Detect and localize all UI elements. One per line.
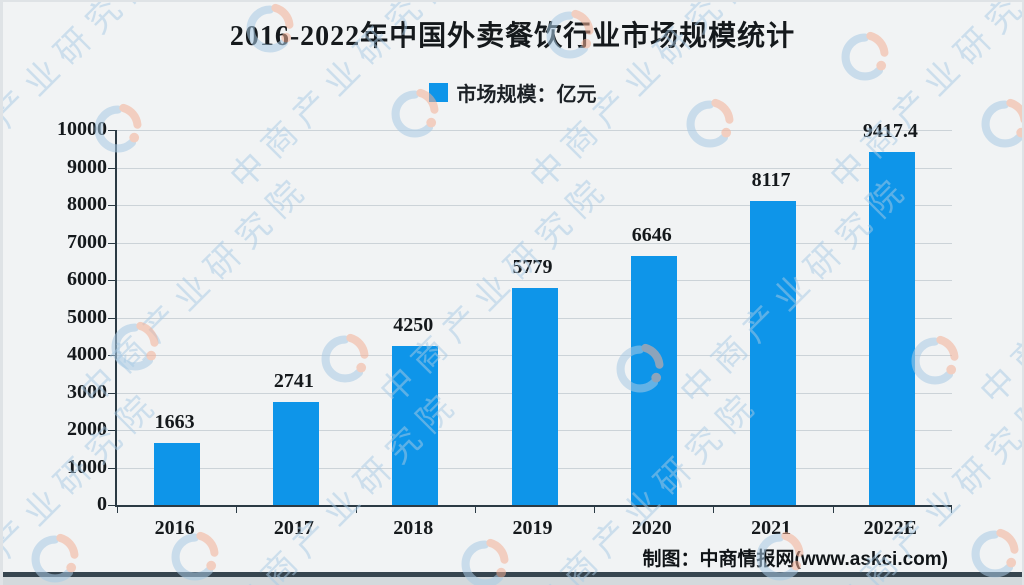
- x-axis-tick: [832, 507, 834, 513]
- y-tick-label: 4000: [67, 343, 107, 365]
- y-tick-label: 6000: [67, 268, 107, 290]
- x-tick-label: 2022E: [863, 517, 918, 539]
- bar-value-label: 1663: [154, 410, 195, 433]
- x-axis-tick: [236, 507, 238, 513]
- x-tick-label: 2017: [273, 517, 314, 539]
- bar: [869, 151, 916, 505]
- gridline: [117, 280, 952, 281]
- x-axis-tick: [713, 507, 715, 513]
- chart-title: 2016-2022年中国外卖餐饮行业市场规模统计: [229, 21, 796, 52]
- y-tick-label: 10000: [57, 118, 107, 140]
- gridline: [117, 242, 952, 244]
- x-axis-tick: [951, 507, 952, 513]
- y-axis-tick: [108, 467, 115, 469]
- y-axis-tick: [108, 317, 115, 319]
- y-axis-tick: [108, 242, 115, 244]
- gridline: [117, 130, 952, 131]
- y-axis-tick: [108, 205, 115, 206]
- legend-label: 市场规模：亿元: [456, 84, 597, 106]
- x-axis-tick: [594, 507, 596, 513]
- x-tick-label: 2016: [154, 517, 195, 539]
- y-axis-tick: [108, 505, 115, 506]
- bar: [153, 442, 200, 505]
- gridline: [117, 167, 952, 169]
- bar: [750, 200, 797, 505]
- y-tick-label: 2000: [67, 418, 107, 440]
- y-tick-label: 9000: [67, 155, 107, 178]
- bar: [630, 255, 677, 505]
- x-axis-tick: [355, 507, 357, 513]
- y-tick-label: 8000: [67, 193, 107, 215]
- y-axis-tick: [108, 130, 115, 131]
- y-axis-tick: [108, 355, 115, 356]
- gridline: [117, 205, 952, 206]
- bar: [392, 345, 439, 505]
- x-tick-label: 2021: [751, 517, 792, 539]
- bottom-border: [3, 572, 1022, 577]
- legend-swatch: [428, 83, 448, 102]
- bar-value-label: 8117: [751, 168, 791, 191]
- x-tick-label: 2019: [512, 517, 553, 539]
- watermark-text: 中商产业研究院: [973, 167, 1024, 412]
- y-axis-tick: [108, 167, 115, 169]
- bottom-strip: [3, 577, 1022, 585]
- bar: [272, 402, 319, 505]
- y-tick-label: 5000: [67, 305, 107, 328]
- y-axis-tick: [108, 280, 115, 281]
- x-tick-label: 2018: [393, 517, 434, 539]
- x-axis-tick: [117, 507, 118, 513]
- bar-value-label: 9417.4: [862, 119, 918, 142]
- attribution: 制图：中商情报网(www.askci.com): [642, 549, 948, 570]
- y-tick-label: 3000: [67, 380, 107, 403]
- bar-value-label: 4250: [393, 313, 434, 336]
- plot-area: [108, 130, 952, 513]
- legend: 市场规模：亿元: [3, 78, 1022, 107]
- y-tick-label: 0: [97, 493, 107, 515]
- y-axis-tick: [108, 392, 115, 394]
- bar-value-label: 5779: [512, 256, 553, 279]
- x-tick-label: 2020: [631, 517, 672, 539]
- y-tick-label: 1000: [67, 455, 107, 478]
- y-tick-label: 7000: [67, 230, 107, 253]
- bar: [511, 288, 558, 505]
- y-axis-tick: [108, 430, 115, 431]
- bar-value-label: 2741: [273, 370, 314, 393]
- bar-value-label: 6646: [631, 223, 672, 246]
- x-axis-tick: [474, 507, 476, 513]
